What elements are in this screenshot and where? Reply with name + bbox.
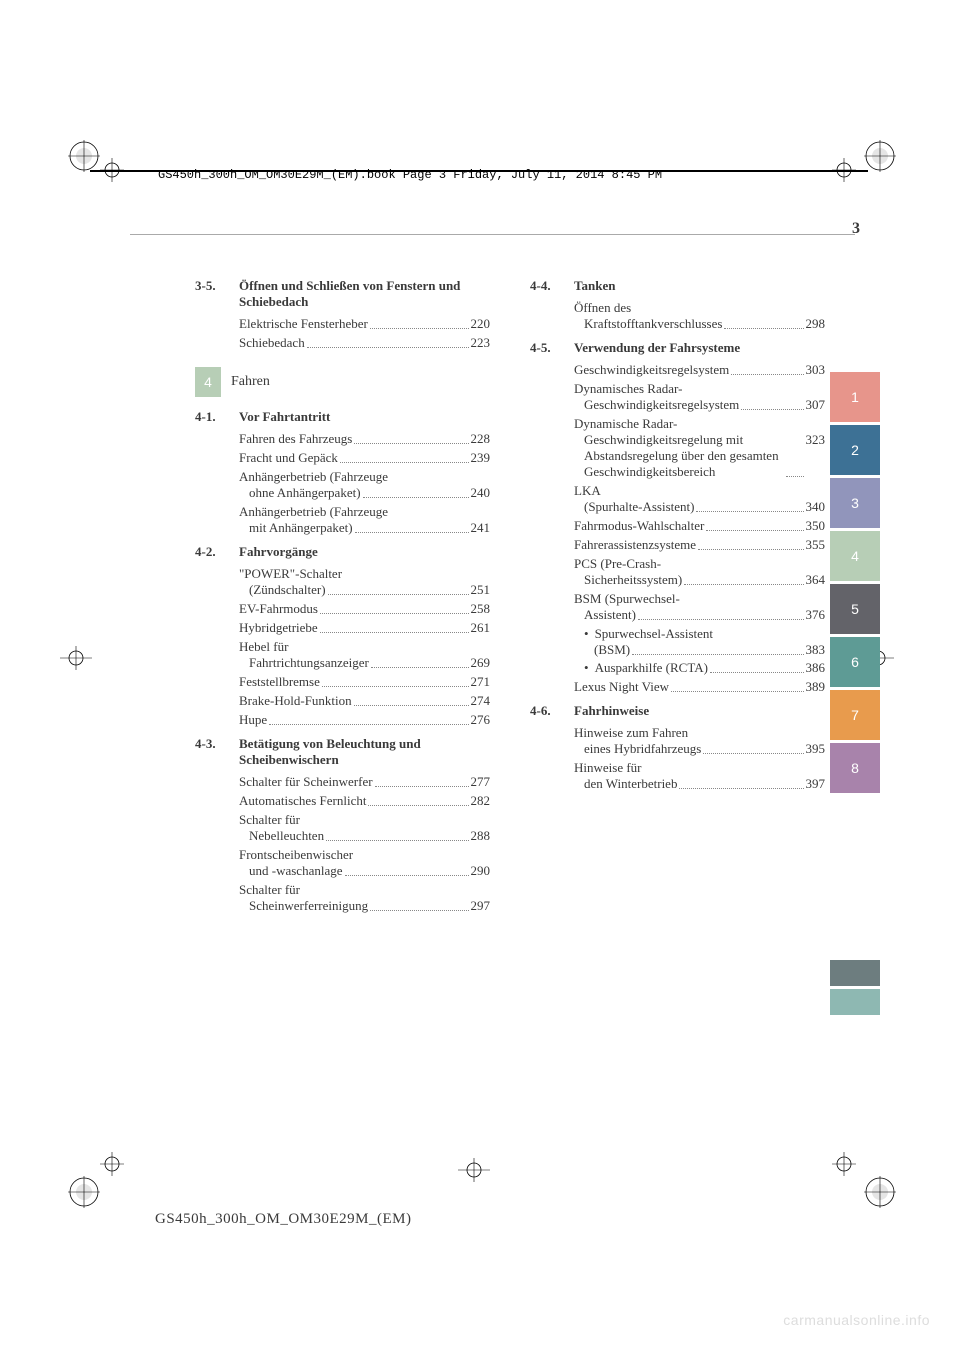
toc-entry: Geschwindigkeitsregelsystem303 <box>574 362 825 378</box>
toc-entry: BSM (Spurwechsel- Assistent)376 <box>574 591 825 623</box>
header-text: GS450h_300h_OM_OM30E29M_(EM).book Page 3… <box>158 168 662 182</box>
side-tabs: 12345678 <box>830 372 880 796</box>
toc-entry: Fracht und Gepäck239 <box>239 450 490 466</box>
toc-entry: Schalter für Scheinwerferreinigung297 <box>239 882 490 914</box>
section-heading: 4-5.Verwendung der Fahrsysteme <box>530 340 825 356</box>
toc-entry: Fahrerassistenzsysteme355 <box>574 537 825 553</box>
footer-text: GS450h_300h_OM_OM30E29M_(EM) <box>155 1211 412 1228</box>
side-tabs-lower <box>830 960 880 1018</box>
toc-entry: "POWER"-Schalter (Zündschalter)251 <box>239 566 490 598</box>
section-heading: 4-6.Fahrhinweise <box>530 703 825 719</box>
toc-bullet: Spurwechsel-Assistent (BSM)383 <box>584 626 825 658</box>
chapter-band: 4 Fahren <box>195 367 490 397</box>
section-heading: 4-3.Betätigung von Beleuchtung und Schei… <box>195 736 490 768</box>
toc-entry: Brake-Hold-Funktion274 <box>239 693 490 709</box>
toc-content: 3-5.Öffnen und Schließen von Fenstern un… <box>195 270 825 917</box>
side-tab-2[interactable]: 2 <box>830 425 880 475</box>
side-tab-blank <box>830 989 880 1015</box>
section-heading: 3-5.Öffnen und Schließen von Fenstern un… <box>195 278 490 310</box>
toc-entry: Automatisches Fernlicht282 <box>239 793 490 809</box>
side-tab-4[interactable]: 4 <box>830 531 880 581</box>
toc-entry: Schalter für Nebelleuchten288 <box>239 812 490 844</box>
toc-bullet: Ausparkhilfe (RCTA)386 <box>584 660 825 676</box>
print-mark-bl <box>68 1150 128 1210</box>
toc-entry: Hybridgetriebe261 <box>239 620 490 636</box>
toc-entry: Feststellbremse271 <box>239 674 490 690</box>
side-tab-7[interactable]: 7 <box>830 690 880 740</box>
toc-entry: Anhängerbetrieb (Fahrzeuge ohne Anhänger… <box>239 469 490 501</box>
toc-entry: Lexus Night View389 <box>574 679 825 695</box>
toc-entry: Hebel für Fahrtrichtungsanzeiger269 <box>239 639 490 671</box>
section-heading: 4-2.Fahrvorgänge <box>195 544 490 560</box>
side-tab-blank <box>830 960 880 986</box>
side-tab-8[interactable]: 8 <box>830 743 880 793</box>
toc-entry: Schalter für Scheinwerfer277 <box>239 774 490 790</box>
print-mark-bm <box>454 1156 494 1184</box>
side-tab-6[interactable]: 6 <box>830 637 880 687</box>
toc-entry: Fahrmodus-Wahlschalter350 <box>574 518 825 534</box>
toc-entry: Hinweise zum Fahren eines Hybridfahrzeug… <box>574 725 825 757</box>
toc-entry: EV-Fahrmodus258 <box>239 601 490 617</box>
toc-entry: Öffnen des Kraftstofftankverschlusses298 <box>574 300 825 332</box>
divider <box>130 234 855 235</box>
watermark: carmanualsonline.info <box>783 1312 930 1328</box>
toc-entry: Hinweise für den Winterbetrieb397 <box>574 760 825 792</box>
section-heading: 4-4.Tanken <box>530 278 825 294</box>
toc-entry: Fahren des Fahrzeugs228 <box>239 431 490 447</box>
section-heading: 4-1.Vor Fahrtantritt <box>195 409 490 425</box>
print-mark-ml <box>56 644 96 672</box>
page-number: 3 <box>852 220 860 238</box>
toc-entry: Hupe276 <box>239 712 490 728</box>
side-tab-5[interactable]: 5 <box>830 584 880 634</box>
print-mark-br <box>830 1150 900 1210</box>
side-tab-3[interactable]: 3 <box>830 478 880 528</box>
toc-entry: Dynamisches Radar- Geschwindigkeitsregel… <box>574 381 825 413</box>
toc-entry: Dynamische Radar- Geschwindigkeitsregelu… <box>574 416 825 480</box>
toc-entry: Schiebedach223 <box>239 335 490 351</box>
toc-entry: Anhängerbetrieb (Fahrzeuge mit Anhängerp… <box>239 504 490 536</box>
toc-entry: Elektrische Fensterheber220 <box>239 316 490 332</box>
toc-entry: PCS (Pre-Crash- Sicherheitssystem)364 <box>574 556 825 588</box>
toc-entry: LKA (Spurhalte-Assistent)340 <box>574 483 825 515</box>
toc-entry: Frontscheibenwischer und -waschanlage290 <box>239 847 490 879</box>
side-tab-1[interactable]: 1 <box>830 372 880 422</box>
